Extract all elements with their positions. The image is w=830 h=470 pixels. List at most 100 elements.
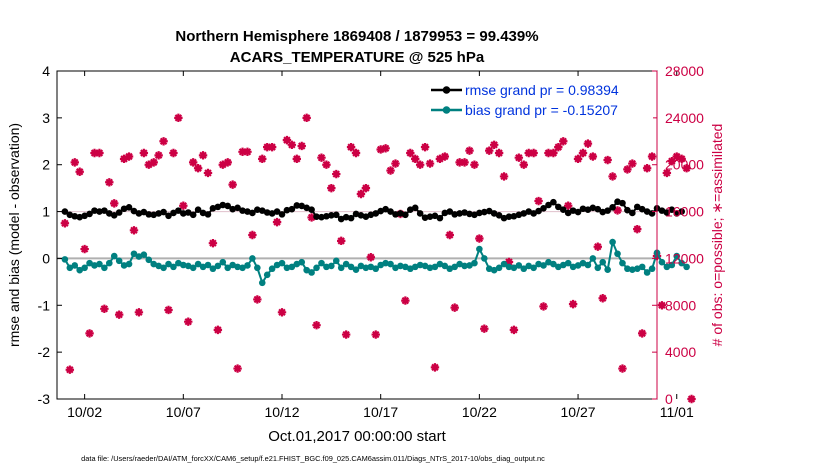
- obs-count-point: [544, 148, 553, 158]
- rmse-point: [283, 206, 291, 214]
- rmse-point: [91, 207, 98, 214]
- rmse-point: [140, 208, 148, 216]
- y-left-axis-ticks: -3 -2 -1 0 1 2 3 4: [38, 63, 62, 407]
- rmse-point: [263, 209, 271, 216]
- obs-count-point: [341, 330, 351, 339]
- bias-point: [495, 264, 503, 272]
- obs-count-point: [90, 148, 99, 158]
- obs-count-point: [682, 164, 691, 173]
- obs-count-point: [174, 113, 183, 123]
- rmse-point: [668, 206, 676, 213]
- obs-count-point: [75, 167, 84, 176]
- bias-point: [140, 251, 148, 258]
- obs-count-point: [381, 144, 390, 153]
- bias-point: [298, 258, 306, 266]
- rmse-point: [313, 213, 320, 221]
- bias-point: [263, 271, 271, 279]
- bias-point: [471, 259, 478, 267]
- rmse-point: [421, 214, 429, 221]
- rmse-point: [540, 204, 547, 212]
- rmse-point: [678, 208, 685, 215]
- obs-count-point: [559, 137, 568, 146]
- obs-count-point: [420, 142, 430, 152]
- obs-count-markers: [60, 113, 696, 404]
- obs-count-point: [287, 140, 297, 149]
- rmse-point: [545, 201, 552, 209]
- bias-point: [515, 262, 523, 269]
- y-left-tick-label: -2: [38, 344, 51, 360]
- rmse-point: [61, 208, 69, 215]
- obs-count-point: [549, 148, 558, 158]
- bias-point: [283, 264, 291, 272]
- bias-point: [258, 279, 266, 287]
- obs-count-point: [623, 165, 632, 174]
- rmse-point: [342, 213, 350, 221]
- bias-point: [81, 264, 88, 272]
- obs-count-point: [603, 155, 612, 165]
- x-tick-label: 11/01: [660, 404, 694, 420]
- bias-point: [204, 261, 212, 269]
- bias-point: [658, 258, 666, 266]
- bias-point: [224, 264, 232, 272]
- obs-count-point: [70, 158, 79, 167]
- obs-count-point: [243, 147, 252, 157]
- bias-point: [86, 259, 93, 267]
- obs-count-point: [524, 148, 533, 158]
- obs-count-point: [480, 324, 489, 333]
- bias-point: [125, 260, 133, 268]
- x-axis-ticks: 10/02 10/07 10/12 10/17 10/22 10/27 11/01: [67, 71, 694, 420]
- obs-count-point: [105, 178, 114, 187]
- obs-count-point: [327, 183, 336, 193]
- bias-point: [589, 255, 597, 262]
- legend-box: [423, 79, 653, 119]
- bias-point: [194, 260, 202, 268]
- rmse-point: [550, 198, 557, 206]
- rmse-point: [180, 210, 187, 217]
- rmse-point: [387, 208, 394, 215]
- bias-point: [638, 263, 646, 271]
- obs-count-point: [337, 236, 346, 246]
- obs-count-point: [307, 213, 316, 222]
- obs-count-point: [445, 230, 454, 240]
- obs-count-point: [208, 239, 218, 248]
- bias-point: [668, 261, 676, 269]
- obs-count-point: [253, 295, 262, 304]
- rmse-point: [495, 212, 503, 219]
- obs-count-point: [65, 365, 75, 374]
- rmse-point: [249, 209, 256, 217]
- obs-count-point: [351, 148, 361, 158]
- bias-point: [584, 261, 592, 269]
- bias-point: [461, 262, 468, 270]
- obs-count-point: [613, 206, 622, 215]
- rmse-point: [466, 210, 473, 218]
- obs-count-point: [529, 148, 538, 158]
- bias-point: [540, 262, 547, 269]
- bias-point: [624, 265, 631, 273]
- rmse-point: [481, 208, 488, 216]
- legend-bias-marker: [442, 106, 451, 114]
- obs-count-point: [332, 169, 341, 179]
- bias-point: [313, 264, 320, 272]
- obs-count-point: [470, 160, 479, 169]
- obs-count-point: [312, 321, 321, 330]
- bias-point: [614, 250, 621, 258]
- y-right-axis-ticks: 0 4000 8000 12000 16000 20000 24000 28000: [652, 63, 704, 407]
- rmse-point: [273, 208, 281, 215]
- obs-count-point: [687, 394, 696, 404]
- rmse-point: [436, 214, 444, 222]
- obs-count-point: [519, 160, 528, 169]
- obs-count-point: [297, 141, 306, 151]
- rmse-point: [633, 203, 641, 211]
- obs-count-point: [317, 153, 326, 162]
- obs-count-point: [179, 201, 188, 210]
- bias-point: [101, 264, 108, 272]
- bias-point: [505, 263, 513, 271]
- rmse-point: [431, 212, 439, 220]
- obs-count-point: [203, 168, 213, 178]
- rmse-point: [579, 205, 587, 213]
- obs-count-point: [218, 160, 227, 169]
- rmse-point: [86, 210, 93, 218]
- bias-point: [490, 266, 498, 274]
- obs-count-point: [401, 296, 410, 305]
- obs-count-point: [124, 152, 134, 161]
